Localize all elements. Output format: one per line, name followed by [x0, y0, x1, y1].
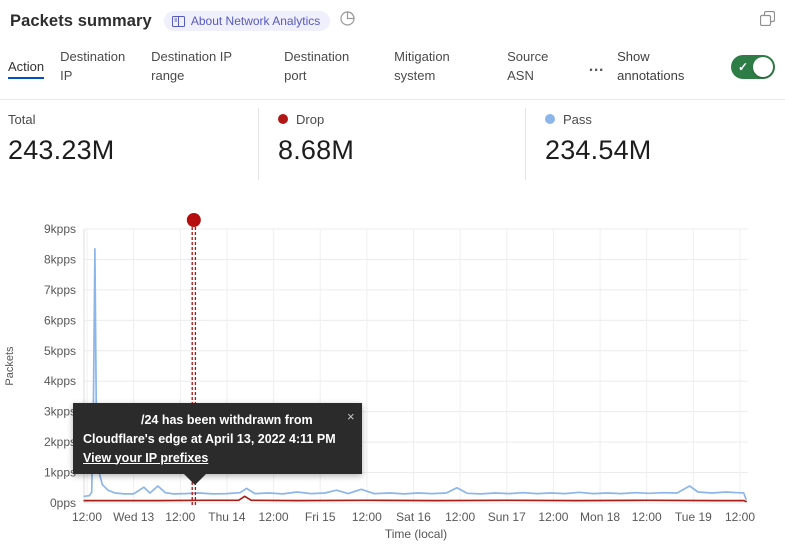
annotation-dot[interactable] — [186, 213, 201, 227]
x-axis-title: Time (local) — [385, 527, 447, 541]
x-tick-label: Sat 16 — [396, 510, 431, 524]
annotation-text-line1: /24 has been withdrawn from — [141, 413, 313, 427]
tab-action[interactable]: Action — [8, 58, 45, 79]
pie-chart-icon[interactable] — [340, 11, 355, 31]
about-badge-label: About Network Analytics — [190, 14, 321, 28]
stat-total-label: Total — [8, 111, 36, 127]
y-tick-label: 1kpps — [44, 466, 76, 480]
stat-pass-label: Pass — [563, 111, 592, 127]
stat-drop-value: 8.68M — [278, 135, 355, 165]
divider — [0, 99, 785, 100]
drop-line — [83, 495, 747, 503]
card-header: Packets summary About Network Analytics — [10, 8, 776, 34]
x-tick-label: Thu 14 — [208, 510, 246, 524]
x-tick-label: 12:00 — [352, 510, 382, 524]
x-tick-label: 12:00 — [632, 510, 662, 524]
y-tick-label: 3kpps — [44, 405, 76, 419]
stat-pass-value: 234.54M — [545, 135, 652, 165]
x-tick-label: Sun 17 — [488, 510, 526, 524]
y-tick-label: 2kpps — [44, 435, 76, 449]
y-tick-label: 5kpps — [44, 344, 76, 358]
annotation-tooltip: × /24 has been withdrawn from Cloudflare… — [73, 403, 362, 486]
show-annotations-toggle[interactable]: ✓ — [731, 55, 775, 79]
more-tabs-ellipsis-icon[interactable]: … — [588, 58, 606, 75]
tab-destination-port[interactable]: Destination port — [284, 49, 350, 83]
stat-total-value: 243.23M — [8, 135, 115, 165]
x-tick-label: Tue 19 — [675, 510, 712, 524]
page-title: Packets summary — [10, 11, 152, 30]
divider — [258, 108, 259, 180]
stats-row: Total 243.23M Drop 8.68M Pass 234.54M — [0, 106, 785, 186]
x-tick-label: Mon 18 — [580, 510, 620, 524]
book-icon — [171, 15, 185, 27]
check-icon: ✓ — [738, 60, 749, 74]
y-tick-label: 7kpps — [44, 283, 76, 297]
y-tick-label: 0pps — [50, 496, 76, 510]
tab-destination-ip-range[interactable]: Destination IP range — [151, 49, 232, 83]
x-tick-label: 12:00 — [72, 510, 102, 524]
expand-icon[interactable] — [759, 10, 776, 31]
y-tick-label: 9kpps — [44, 222, 76, 236]
tab-source-asn[interactable]: Source ASN — [507, 49, 549, 83]
stat-pass: Pass 234.54M — [545, 110, 651, 166]
x-tick-label: 12:00 — [165, 510, 195, 524]
x-tick-label: 12:00 — [725, 510, 755, 524]
x-tick-label: 12:00 — [445, 510, 475, 524]
tab-mitigation-system[interactable]: Mitigation system — [394, 49, 450, 83]
close-icon[interactable]: × — [347, 409, 355, 424]
chart-svg: 0pps 1kpps 2kpps 3kpps 4kpps 5kpps 6kpps 7kpps 8… — [4, 213, 755, 541]
x-tick-label: Wed 13 — [113, 510, 154, 524]
show-annotations-label: Show annotations — [617, 49, 685, 83]
tab-destination-ip[interactable]: Destination IP — [60, 49, 126, 83]
view-ip-prefixes-link[interactable]: View your IP prefixes — [83, 450, 209, 465]
pass-legend-dot — [545, 114, 555, 124]
x-tick-label: 12:00 — [538, 510, 568, 524]
x-tick-label: Fri 15 — [305, 510, 336, 524]
about-network-analytics-badge[interactable]: About Network Analytics — [163, 11, 331, 31]
dimension-tabbar: Action Destination IP Destination IP ran… — [8, 42, 775, 92]
y-tick-label: 8kpps — [44, 252, 76, 266]
toggle-knob — [753, 57, 773, 77]
divider — [525, 108, 526, 180]
stat-drop-label: Drop — [296, 111, 325, 127]
x-tick-label: 12:00 — [259, 510, 289, 524]
stat-drop: Drop 8.68M — [278, 110, 354, 166]
y-tick-label: 6kpps — [44, 313, 76, 327]
annotation-text-line2: Cloudflare's edge at April 13, 2022 4:11… — [83, 431, 336, 446]
stat-total: Total 243.23M — [8, 110, 114, 166]
tooltip-caret — [184, 474, 206, 486]
y-axis-title: Packets — [4, 346, 16, 386]
drop-legend-dot — [278, 114, 288, 124]
pass-line — [83, 247, 747, 501]
y-tick-label: 4kpps — [44, 374, 76, 388]
packets-time-series-chart: 0pps 1kpps 2kpps 3kpps 4kpps 5kpps 6kpps 7kpps 8… — [0, 205, 785, 555]
